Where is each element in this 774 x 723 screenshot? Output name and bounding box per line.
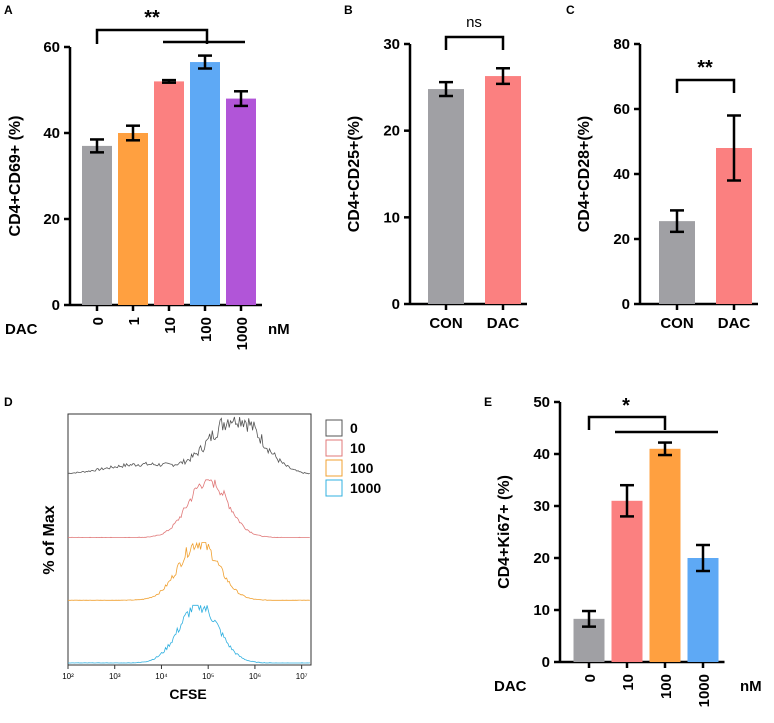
bar-CON [428,89,464,304]
y-tick-label: 20 [533,550,550,567]
y-tick-label: 60 [43,39,60,56]
significance-label: * [622,395,630,417]
legend-label: 100 [350,460,374,476]
x-tick-label: 10² [62,672,74,681]
panel-letter-a: A [4,3,13,17]
y-tick-label: 30 [533,498,550,515]
category-label: 1000 [234,317,251,350]
significance-label: ** [144,7,160,29]
y-axis-label: CD4+CD69+ (%) [7,116,24,237]
y-axis-label: % of Max [41,505,58,574]
x-prefix-label: DAC [494,678,527,695]
category-label: 10 [162,317,179,334]
y-tick-label: 10 [533,602,550,619]
y-axis-label: CD4+CD25+(%) [346,116,363,232]
panel-d-histogram: 10² 10³ 10⁴ 10⁵ 10⁶ 10⁷ CFSE % of Max 0 10 100 1000 [41,413,381,702]
significance-bracket [95,28,209,44]
category-label: 100 [198,317,215,342]
significance-bracket [587,415,667,430]
y-tick-label: 40 [613,166,630,183]
significance-label: ** [697,57,713,79]
legend-swatch [325,459,343,477]
y-tick-label: 10 [383,209,400,226]
category-label: 10 [620,674,637,691]
panel-b-chart: 0 10 20 30 CD4+CD25+(%) CON DAC ns [346,14,527,332]
bar-1000 [687,558,719,662]
x-tick-label: 10⁵ [202,672,214,681]
y-tick-label: 0 [542,654,550,671]
x-tick-label: 10³ [109,672,121,681]
legend-swatch [325,479,343,497]
category-label: CON [429,315,462,332]
y-tick-label: 0 [392,296,400,313]
legend-label: 0 [350,420,358,436]
legend-label: 1000 [350,480,381,496]
legend-swatch [325,439,343,457]
category-label: 1000 [696,674,713,707]
panel-c-chart: 0 20 40 60 80 CD4+CD28+(%) CON DAC ** [576,36,758,332]
panel-letter-d: D [4,395,13,409]
y-tick-label: 50 [533,394,550,411]
bar-CON [659,221,695,304]
histogram-trace-0 [67,416,310,475]
category-label: DAC [487,315,520,332]
x-tick-label: 10⁷ [296,672,308,681]
category-label: 0 [90,317,107,325]
category-label: DAC [718,315,751,332]
bar-10 [154,81,184,306]
category-label: CON [660,315,693,332]
y-tick-label: 30 [383,36,400,53]
panel-letter-c: C [566,3,575,17]
x-unit-label: nM [740,678,762,695]
panel-e-chart: 0 10 20 30 40 50 CD4+Ki67+ (%) 0 10 100 1000 DAC nM * [494,394,762,707]
legend-label: 10 [350,440,366,456]
histogram-trace-1000 [68,604,310,664]
significance-label: ns [466,14,482,31]
y-tick-label: 0 [52,297,60,314]
y-tick-label: 20 [43,211,60,228]
histogram-trace-100 [68,541,310,601]
legend-swatch [325,419,343,437]
histogram-frame [67,413,312,666]
x-axis-label: CFSE [169,686,206,702]
y-tick-label: 60 [613,101,630,118]
y-tick-label: 20 [383,123,400,140]
y-tick-label: 40 [533,446,550,463]
bar-100 [190,62,220,305]
bar-10 [611,500,643,662]
significance-bracket [444,35,505,50]
significance-bracket [675,78,736,93]
bar-100 [649,448,681,662]
panel-letter-b: B [344,3,353,17]
x-tick-label: 10⁴ [155,672,168,681]
panel-letter-e: E [484,395,492,409]
y-axis-label: CD4+Ki67+ (%) [496,475,513,589]
x-prefix-label: DAC [5,321,38,338]
y-tick-label: 0 [622,296,630,313]
x-tick-label: 10⁶ [249,672,261,681]
y-tick-label: 20 [613,231,630,248]
bar-1 [118,133,148,305]
y-axis-label: CD4+CD28+(%) [576,116,593,232]
y-tick-label: 40 [43,125,60,142]
histogram-trace-10 [67,479,310,538]
bar-0 [82,145,112,305]
category-label: 100 [658,674,675,699]
bar-DAC [485,76,521,304]
category-label: 0 [582,674,599,682]
panel-a-chart: 0 20 40 60 CD4+CD69+ (%) 0 1 10 100 1000 DAC nM ** [5,7,290,350]
x-unit-label: nM [268,321,290,338]
category-label: 1 [126,317,143,325]
y-tick-label: 80 [613,36,630,53]
bar-1000 [226,98,256,305]
